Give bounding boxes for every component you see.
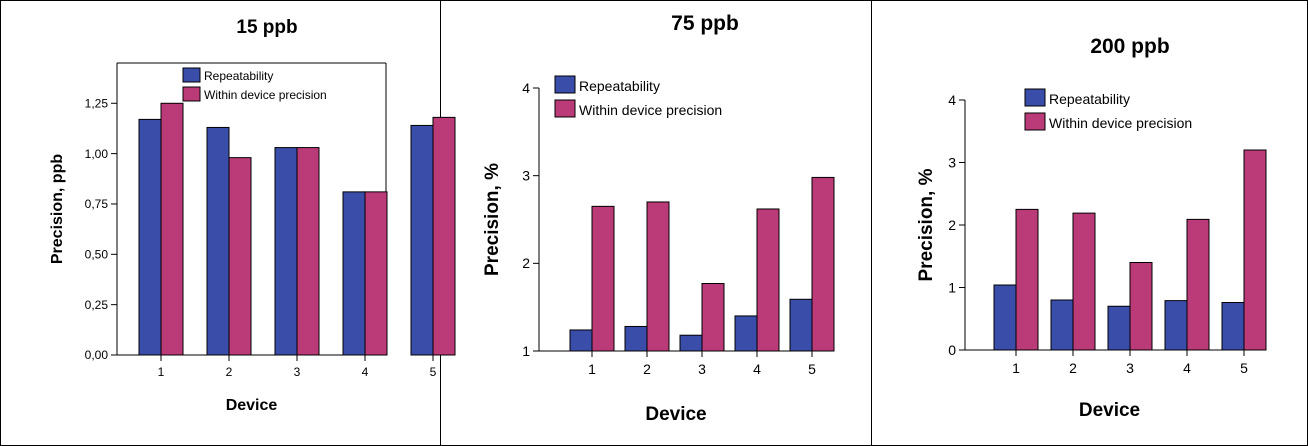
chart2-bar-within-device-2 (646, 201, 670, 352)
chart1-y-tick-label: 0,00 (85, 348, 109, 362)
chart3-bar-within-device-4 (1186, 218, 1210, 351)
chart1-y-tick-label: 0,25 (85, 298, 109, 312)
chart3-bar-within-device-2 (1072, 212, 1096, 351)
chart2-bar-within-device-5 (811, 176, 835, 352)
chart3-legend-swatch (1024, 88, 1046, 107)
chart1-y-axis-label: Precision, ppb (49, 154, 66, 264)
chart3-y-tick-label: 0 (948, 342, 956, 358)
chart1-title: 15 ppb (236, 17, 297, 38)
chart2-legend-swatch (554, 99, 576, 118)
chart1-bar-repeatability-3 (274, 147, 298, 356)
chart2-bar-repeatability-1 (569, 329, 593, 352)
chart2-legend-label: Within device precision (579, 102, 722, 118)
panel-divider-2 (871, 0, 872, 446)
chart1-bar-repeatability-2 (206, 126, 230, 356)
chart1-bar-within-device-1 (160, 102, 184, 356)
chart2-bar-within-device-1 (591, 205, 615, 352)
chart3-legend-label: Within device precision (1049, 115, 1192, 131)
chart2-x-tick-label: 3 (698, 361, 706, 377)
chart1-legend-swatch (182, 86, 201, 102)
chart1-bar-within-device-2 (228, 157, 252, 356)
chart3-bar-repeatability-2 (1050, 299, 1074, 351)
chart1-y-tick-label: 0,75 (85, 197, 109, 211)
chart1-y-tick-label: 1,25 (85, 96, 109, 110)
chart2-bar-repeatability-5 (789, 298, 813, 352)
chart3-bar-repeatability-3 (1107, 305, 1131, 351)
chart1-x-tick-label: 5 (430, 365, 437, 379)
chart3-title: 200 ppb (1090, 35, 1169, 58)
chart2-x-tick-label: 2 (643, 361, 651, 377)
chart3-bar-within-device-5 (1243, 149, 1267, 351)
chart1-legend-label: Within device precision (204, 88, 327, 102)
chart3-y-tick-label: 4 (948, 92, 956, 108)
chart1-x-tick-label: 4 (362, 365, 369, 379)
chart2-x-tick-label: 4 (753, 361, 761, 377)
chart1-bar-repeatability-4 (342, 191, 366, 356)
chart1-legend-swatch (182, 67, 201, 83)
chart2-x-axis-label: Device (645, 404, 706, 425)
chart2-y-axis-label: Precision, % (482, 163, 503, 276)
chart1-bar-repeatability-1 (138, 118, 162, 356)
chart2-legend-label: Repeatability (579, 78, 660, 94)
chart3-x-tick-label: 1 (1012, 360, 1020, 376)
chart3-x-tick-label: 4 (1183, 360, 1191, 376)
chart3-x-tick-label: 3 (1126, 360, 1134, 376)
chart1-x-tick-label: 1 (158, 365, 165, 379)
chart2-y-tick-label: 2 (522, 255, 530, 271)
chart3-y-tick-label: 3 (948, 154, 956, 170)
chart3-bar-within-device-1 (1015, 208, 1039, 351)
chart2-title: 75 ppb (671, 12, 739, 35)
chart2-y-tick-label: 3 (522, 168, 530, 184)
chart2-legend-swatch (554, 75, 576, 94)
chart2-bar-repeatability-2 (624, 325, 648, 352)
chart1-y-tick-label: 0,50 (85, 248, 109, 262)
chart3-x-tick-label: 2 (1069, 360, 1077, 376)
chart1-bar-within-device-4 (364, 191, 388, 356)
chart2-bar-within-device-3 (701, 282, 725, 352)
chart2-x-tick-label: 5 (808, 361, 816, 377)
chart3-bar-repeatability-5 (1221, 302, 1245, 351)
chart1-bar-within-device-5 (432, 116, 456, 356)
chart1-legend-label: Repeatability (204, 69, 273, 83)
chart3-x-axis-label: Device (1079, 400, 1140, 421)
chart1-x-tick-label: 3 (294, 365, 301, 379)
chart3-y-tick-label: 1 (948, 279, 956, 295)
chart3-bar-repeatability-1 (993, 284, 1017, 351)
chart2-bar-repeatability-3 (679, 334, 703, 352)
chart3-bar-within-device-3 (1129, 262, 1153, 351)
chart3-legend-label: Repeatability (1049, 91, 1130, 107)
chart3-bar-repeatability-4 (1164, 300, 1188, 351)
chart2-x-tick-label: 1 (588, 361, 596, 377)
chart2-y-tick-label: 1 (522, 343, 530, 359)
chart1-x-tick-label: 2 (226, 365, 233, 379)
chart2-bar-within-device-4 (756, 208, 780, 352)
chart3-y-axis-label: Precision, % (916, 168, 937, 281)
chart2-y-tick-label: 4 (522, 80, 530, 96)
chart1-x-axis-label: Device (226, 397, 278, 414)
chart1-y-tick-label: 1,00 (85, 147, 109, 161)
chart3-y-tick-label: 2 (948, 217, 956, 233)
chart1-bar-repeatability-5 (410, 124, 434, 356)
chart3-x-tick-label: 5 (1240, 360, 1248, 376)
chart2-bar-repeatability-4 (734, 315, 758, 352)
chart1-bar-within-device-3 (296, 147, 320, 356)
chart3-legend-swatch (1024, 112, 1046, 131)
